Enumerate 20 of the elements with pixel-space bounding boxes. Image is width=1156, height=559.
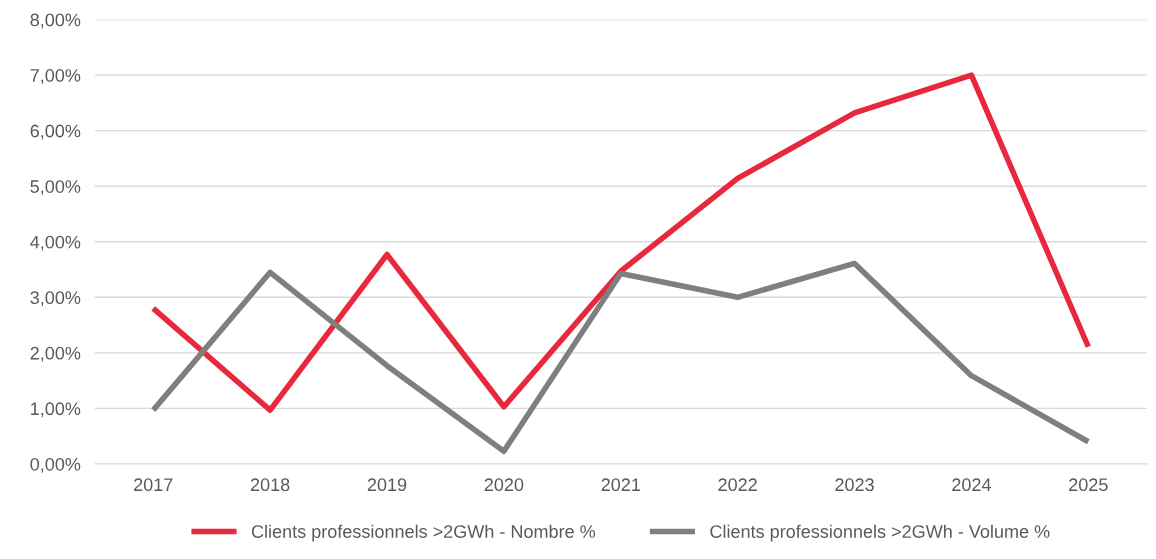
legend-label: Clients professionnels >2GWh - Volume % — [710, 524, 1050, 542]
y-tick-label: 1,00% — [31, 402, 81, 418]
x-tick-label: 2025 — [1069, 478, 1108, 492]
y-tick-label: 4,00% — [30, 235, 81, 251]
legend-label: Clients professionnels >2GWh - Nombre % — [251, 524, 596, 542]
y-tick-label: 2,00% — [30, 346, 81, 362]
x-tick-label: 2018 — [250, 478, 290, 492]
x-tick-label: 2022 — [718, 478, 757, 492]
x-tick-label: 2021 — [601, 478, 640, 492]
y-tick-label: 0,00% — [30, 457, 81, 473]
y-tick-label: 8,00% — [30, 13, 81, 29]
y-tick-label: 7,00% — [30, 69, 81, 84]
x-tick-label: 2023 — [835, 478, 874, 492]
y-tick-label: 3,00% — [30, 291, 81, 307]
x-tick-label: 2019 — [367, 478, 407, 492]
x-tick-label: 2017 — [134, 478, 173, 492]
x-tick-label: 2024 — [952, 478, 991, 492]
y-tick-label: 5,00% — [30, 180, 81, 196]
y-tick-label: 6,00% — [30, 124, 81, 140]
x-tick-label: 2020 — [484, 478, 524, 492]
